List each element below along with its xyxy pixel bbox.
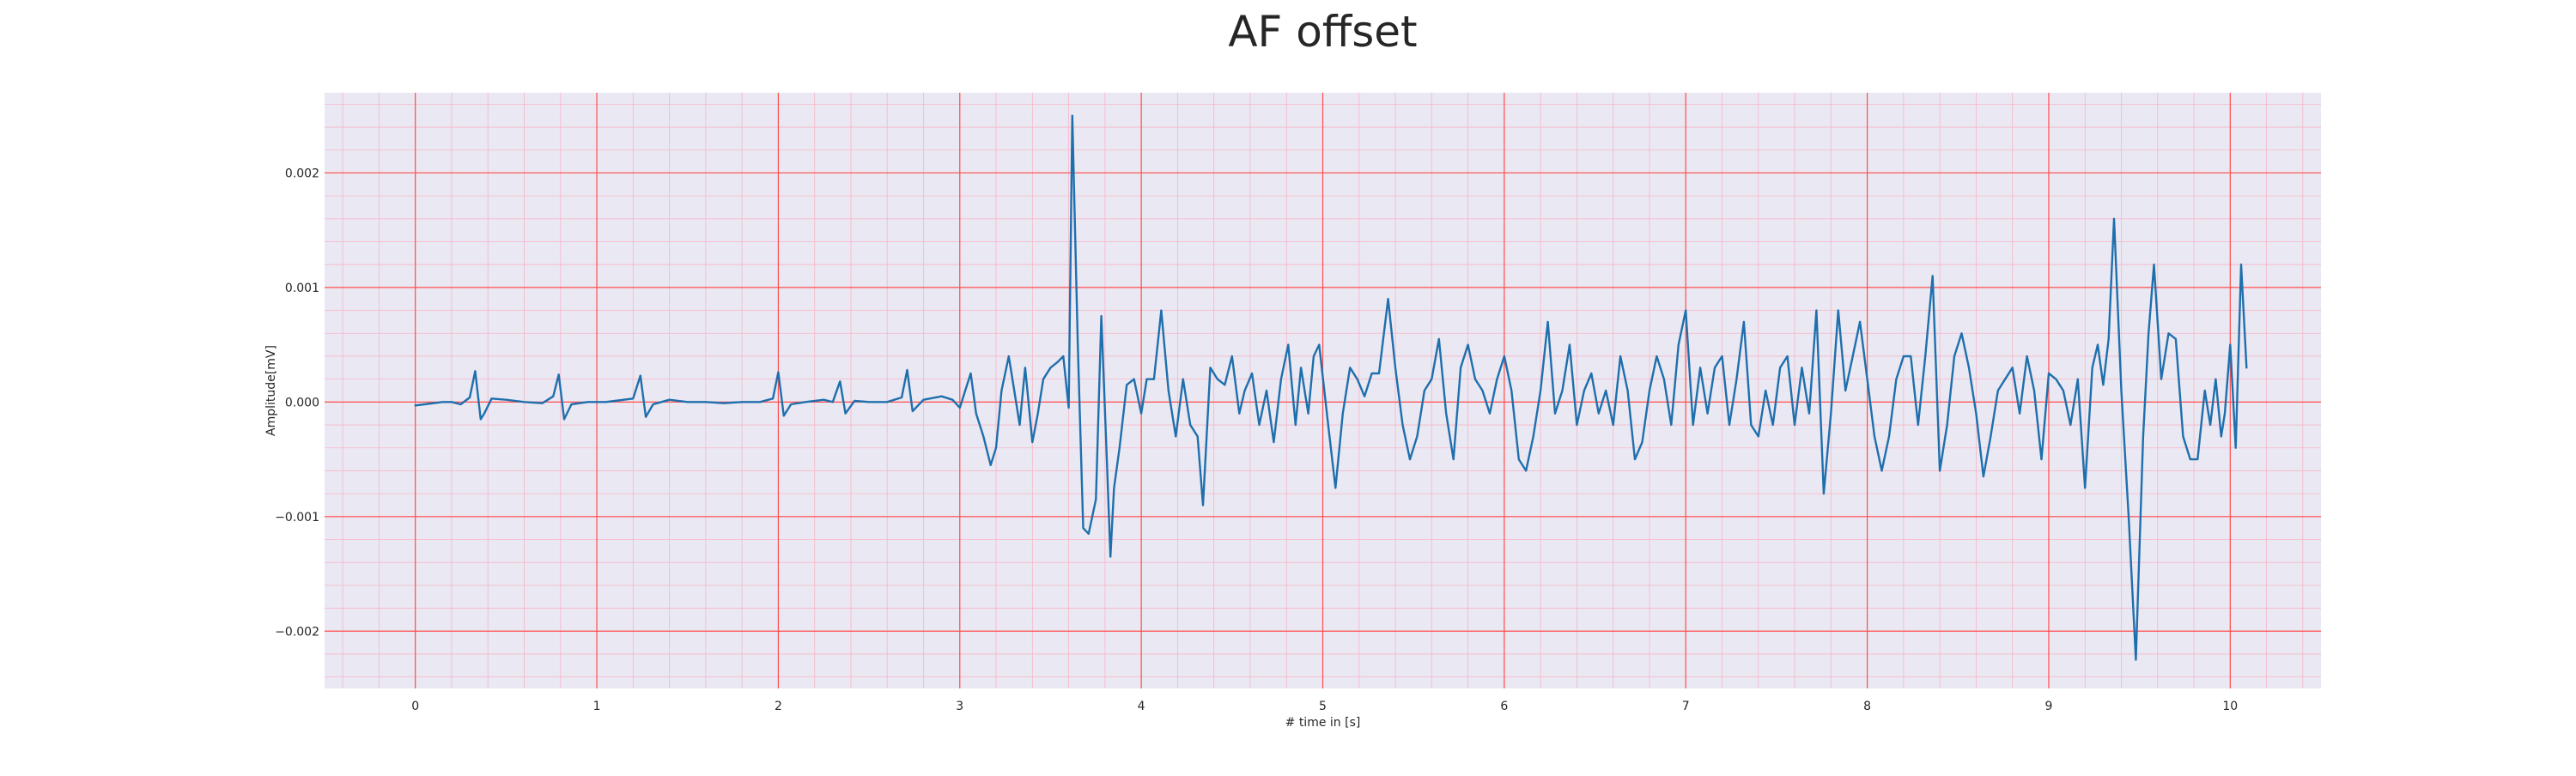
- x-axis-ticks: 0 1 2 3 4 5 6 7 8 9 10: [411, 700, 2238, 713]
- x-tick-label: 0: [411, 700, 419, 713]
- x-tick-label: 5: [1319, 700, 1327, 713]
- y-tick-label: 0.002: [285, 167, 319, 180]
- y-axis-ticks: −0.002 −0.001 0.000 0.001 0.002: [275, 167, 319, 639]
- y-tick-label: 0.001: [285, 282, 319, 295]
- x-tick-label: 3: [956, 700, 963, 713]
- chart-title: AF offset: [1228, 7, 1417, 57]
- y-axis-label: Amplitude[mV]: [264, 345, 278, 436]
- x-tick-label: 8: [1863, 700, 1871, 713]
- y-tick-label: −0.001: [275, 511, 319, 524]
- x-tick-label: 4: [1138, 700, 1145, 713]
- y-tick-label: 0.000: [285, 396, 319, 409]
- x-tick-label: 2: [775, 700, 782, 713]
- x-tick-label: 1: [593, 700, 601, 713]
- x-tick-label: 9: [2044, 700, 2052, 713]
- x-tick-label: 7: [1682, 700, 1690, 713]
- x-tick-label: 10: [2222, 700, 2238, 713]
- x-tick-label: 6: [1500, 700, 1508, 713]
- x-axis-label: # time in [s]: [1285, 716, 1361, 730]
- y-tick-label: −0.002: [275, 625, 319, 639]
